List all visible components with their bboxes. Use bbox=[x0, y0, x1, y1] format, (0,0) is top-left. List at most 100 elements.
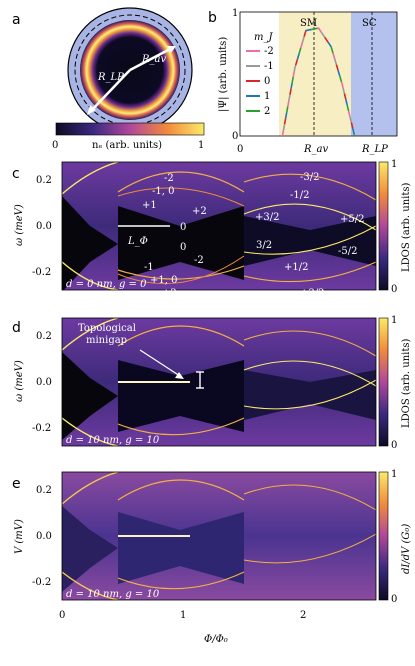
r-av-arrowhead bbox=[167, 46, 176, 53]
c-lbl-0-top: 0 bbox=[180, 222, 186, 233]
d-ylabel: ω (meV) bbox=[14, 360, 25, 402]
b-ytick-0: 0 bbox=[232, 131, 238, 142]
legend-label--2: -2 bbox=[264, 46, 274, 57]
d-ytick-bot: -0.2 bbox=[32, 423, 51, 434]
c-lbl-p10-bot: +1, 0 bbox=[150, 275, 177, 286]
b-xtick-rlp: R_LP bbox=[361, 144, 388, 155]
c-lbl-m2-bot: -2 bbox=[194, 255, 204, 266]
r-av-label: R_av bbox=[141, 54, 166, 65]
panel-label-c: c bbox=[12, 166, 20, 182]
c-lbl-m52: -5/2 bbox=[338, 246, 357, 257]
c-lbl-m1-bot: -1 bbox=[144, 262, 154, 273]
d-annotation-arrow bbox=[139, 349, 181, 377]
d-colorbar bbox=[378, 317, 389, 447]
b-xtick-rav: R_av bbox=[303, 144, 328, 155]
c-params: d = 0 nm, g = 0 bbox=[66, 279, 147, 290]
c-spectrum bbox=[62, 162, 376, 290]
c-ytick-bot: -0.2 bbox=[32, 267, 51, 278]
density-colorbar bbox=[55, 122, 205, 136]
panel-label-a: a bbox=[12, 12, 21, 28]
c-lbl-m12-top: -1/2 bbox=[290, 190, 309, 201]
r-lp-arrow bbox=[89, 69, 131, 113]
c-lbl-0-bot: 0 bbox=[180, 242, 186, 253]
c-lbl-p2-bot: +2 bbox=[162, 288, 177, 299]
e-xtick-0: 0 bbox=[59, 610, 65, 621]
d-annotation-line1: Topological bbox=[78, 323, 136, 334]
r-av-arrow bbox=[129, 46, 173, 72]
e-cbar-max: 1 bbox=[391, 469, 397, 480]
c-lbl-m10-top: -1, 0 bbox=[152, 186, 174, 197]
c-lbl-p12-bot: +1/2 bbox=[284, 262, 308, 273]
sc-region bbox=[351, 12, 397, 136]
c-lbl-m2-top: -2 bbox=[164, 173, 174, 184]
c-lbl-p1-top: +1 bbox=[142, 200, 157, 211]
c-cbar-label: LDOS (arb. units) bbox=[401, 182, 412, 272]
c-ytick-top: 0.2 bbox=[36, 175, 52, 186]
c-lbl-p2-top: +2 bbox=[192, 206, 207, 217]
b-ylabel: |Ψ| (arb. units) bbox=[218, 37, 229, 112]
d-annotation-line2: minigap bbox=[86, 335, 127, 346]
panel-label-b: b bbox=[208, 10, 217, 26]
e-ytick-bot: -0.2 bbox=[32, 577, 51, 588]
c-cbar-min: 0 bbox=[391, 284, 397, 295]
e-xtick-1: 1 bbox=[180, 610, 186, 621]
c-lbl-32-low: 3/2 bbox=[256, 240, 272, 251]
legend-label--1: -1 bbox=[264, 61, 274, 72]
density-cbar-max: 1 bbox=[198, 140, 204, 151]
panel-b: SM SC m_J -2 -1 0 1 2 1 0 0 R_av R_LP |Ψ| (a… bbox=[218, 8, 398, 155]
density-cbar-min: 0 bbox=[52, 140, 58, 151]
d-ytick-top: 0.2 bbox=[36, 331, 52, 342]
legend-label-1: 1 bbox=[264, 91, 270, 102]
sm-region bbox=[279, 12, 351, 136]
b-ytick-1: 1 bbox=[232, 8, 238, 19]
series-line--1 bbox=[281, 27, 356, 137]
e-cbar-min: 0 bbox=[391, 594, 397, 605]
e-ytick-top: 0.2 bbox=[36, 485, 52, 496]
panel-c: -2 -1, 0 +1 +2 0 0 -2 -1 +1, 0 +2 L_Φ -3… bbox=[14, 159, 412, 299]
c-lbl-p32-mid: +3/2 bbox=[255, 212, 279, 223]
r-lp-label: R_LP bbox=[97, 72, 124, 83]
legend-label-0: 0 bbox=[264, 76, 270, 87]
c-lbl-p52: +5/2 bbox=[340, 214, 364, 225]
c-lbl-m32-top: -3/2 bbox=[300, 172, 319, 183]
sc-label: SC bbox=[362, 18, 377, 29]
e-xtick-2: 2 bbox=[300, 610, 306, 621]
e-frame bbox=[61, 471, 377, 601]
d-ytick-mid: 0.0 bbox=[36, 377, 52, 388]
legend-label-2: 2 bbox=[264, 106, 270, 117]
d-spectrum bbox=[62, 318, 376, 446]
legend-title: m_J bbox=[254, 32, 273, 43]
e-ytick-mid: 0.0 bbox=[36, 531, 52, 542]
e-colorbar bbox=[378, 471, 389, 601]
r-lp-arrowhead bbox=[87, 105, 96, 115]
d-frame bbox=[61, 317, 377, 447]
c-cbar-max: 1 bbox=[391, 159, 397, 170]
panel-a-wire: R_av R_LP bbox=[67, 7, 193, 133]
e-xlabel: Φ/Φ₀ bbox=[204, 634, 228, 645]
panel-d: Topological minigap d = 10 nm, g = 10 0.… bbox=[14, 315, 412, 451]
b-xtick-0: 0 bbox=[237, 144, 243, 155]
d-cbar-max: 1 bbox=[391, 315, 397, 326]
sm-label: SM bbox=[300, 18, 317, 29]
d-annotation-arrowhead bbox=[175, 372, 184, 379]
panel-label-e: e bbox=[12, 476, 21, 492]
c-lbl-p32-bot: +3/2 bbox=[300, 288, 324, 299]
panel-label-d: d bbox=[12, 320, 21, 336]
panel-e: d = 10 nm, g = 10 0.2 0.0 -0.2 V (mV) 1 … bbox=[14, 469, 412, 645]
d-cbar-label: LDOS (arb. units) bbox=[401, 338, 412, 428]
series-line--2 bbox=[281, 27, 356, 137]
e-cbar-label: dI/dV (G₀) bbox=[401, 524, 412, 574]
e-params: d = 10 nm, g = 10 bbox=[66, 589, 160, 600]
c-frame bbox=[61, 161, 377, 291]
wavefunction-series bbox=[281, 27, 356, 137]
d-cbar-min: 0 bbox=[391, 440, 397, 451]
e-ylabel: V (mV) bbox=[14, 519, 25, 554]
panel-b-frame bbox=[239, 11, 398, 137]
e-spectrum bbox=[62, 472, 376, 600]
legend: -2 -1 0 1 2 bbox=[246, 46, 274, 117]
c-ytick-mid: 0.0 bbox=[36, 221, 52, 232]
density-cbar-label: nₑ (arb. units) bbox=[92, 140, 162, 151]
c-ylabel: ω (meV) bbox=[14, 204, 25, 246]
c-colorbar bbox=[378, 161, 389, 291]
